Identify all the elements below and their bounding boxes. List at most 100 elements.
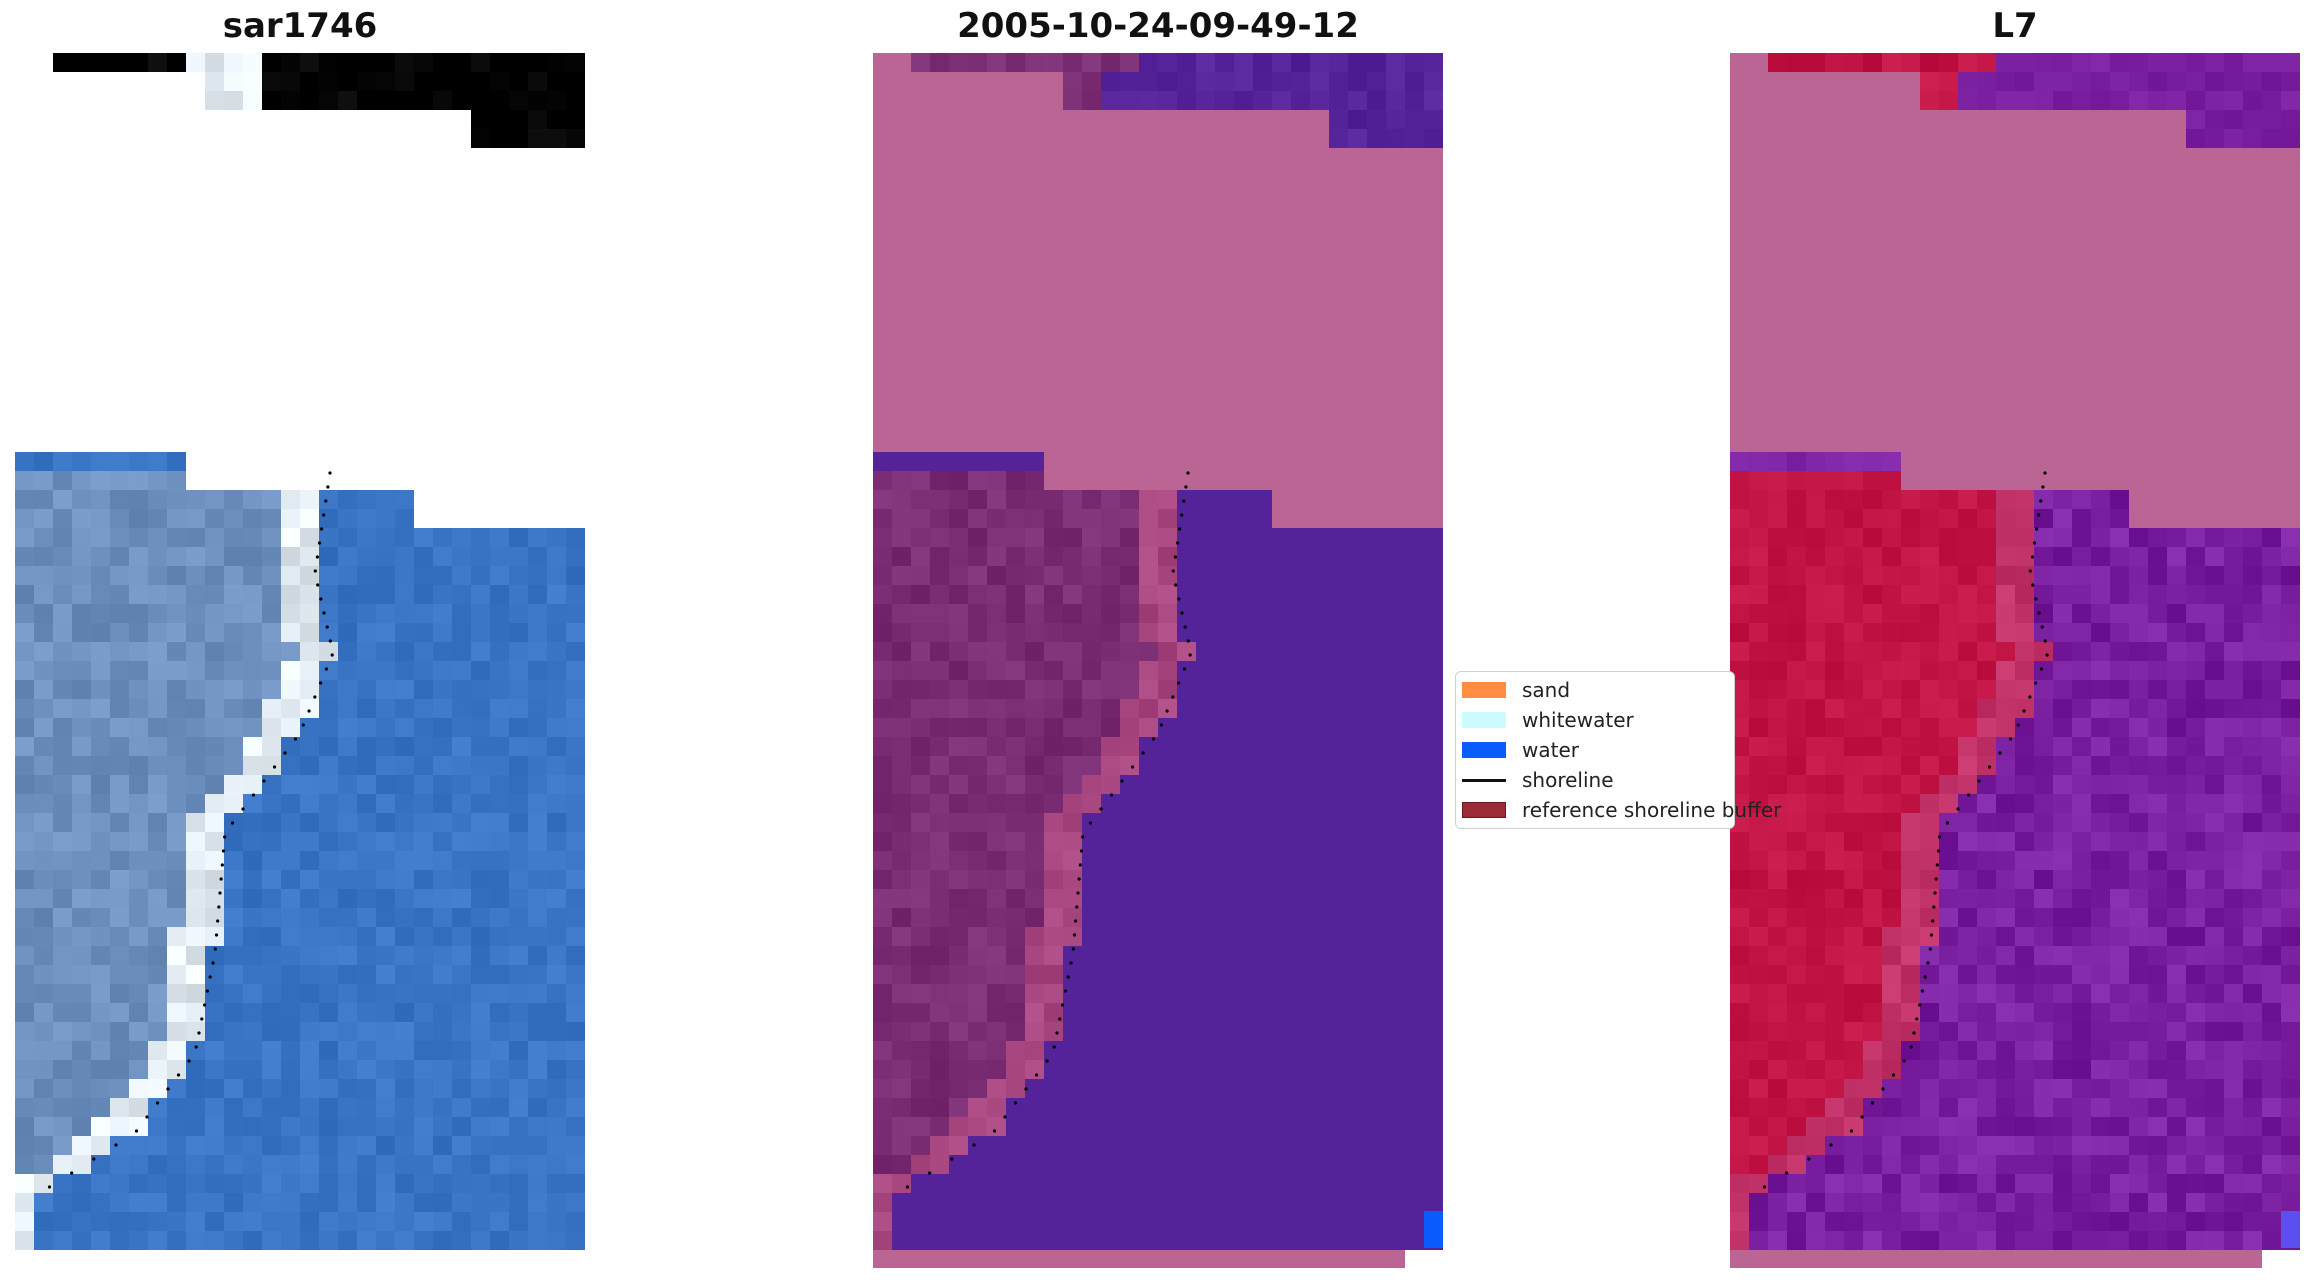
image-pixel xyxy=(2034,1231,2053,1250)
image-pixel xyxy=(1272,528,1291,547)
image-pixel xyxy=(1787,832,1806,851)
image-pixel xyxy=(243,91,262,110)
shoreline-point xyxy=(1171,695,1175,699)
image-pixel xyxy=(1386,1079,1405,1098)
image-pixel xyxy=(1806,908,1825,927)
image-pixel xyxy=(262,794,281,813)
image-pixel xyxy=(1939,718,1958,737)
image-pixel xyxy=(2148,927,2167,946)
image-pixel xyxy=(395,946,414,965)
image-pixel xyxy=(1977,53,1996,72)
image-pixel xyxy=(186,509,205,528)
image-pixel xyxy=(2053,699,2072,718)
image-pixel xyxy=(1996,1041,2015,1060)
image-pixel xyxy=(414,1060,433,1079)
image-pixel xyxy=(2281,1117,2300,1136)
image-pixel xyxy=(167,680,186,699)
image-pixel xyxy=(1272,699,1291,718)
image-pixel xyxy=(1825,623,1844,642)
image-pixel xyxy=(1882,889,1901,908)
image-pixel xyxy=(1806,1022,1825,1041)
image-pixel xyxy=(1291,1174,1310,1193)
image-pixel xyxy=(1901,490,1920,509)
image-pixel xyxy=(1787,927,1806,946)
image-pixel xyxy=(15,528,34,547)
image-pixel xyxy=(2281,908,2300,927)
image-pixel xyxy=(1158,1212,1177,1231)
image-pixel xyxy=(1844,832,1863,851)
image-pixel xyxy=(186,1003,205,1022)
image-pixel xyxy=(186,870,205,889)
image-pixel xyxy=(186,984,205,1003)
image-pixel xyxy=(471,1060,490,1079)
image-pixel xyxy=(53,661,72,680)
image-pixel xyxy=(911,775,930,794)
image-pixel xyxy=(1063,1136,1082,1155)
image-pixel xyxy=(968,490,987,509)
image-pixel xyxy=(1215,547,1234,566)
image-pixel xyxy=(1082,1155,1101,1174)
image-pixel xyxy=(1044,680,1063,699)
image-pixel xyxy=(2281,661,2300,680)
image-pixel xyxy=(1196,53,1215,72)
image-pixel xyxy=(15,452,34,471)
image-pixel xyxy=(2129,91,2148,110)
image-pixel xyxy=(53,794,72,813)
image-pixel xyxy=(1977,1117,1996,1136)
image-pixel xyxy=(528,1060,547,1079)
image-pixel xyxy=(2072,927,2091,946)
image-pixel xyxy=(1082,984,1101,1003)
image-pixel xyxy=(547,642,566,661)
image-pixel xyxy=(1139,509,1158,528)
image-pixel xyxy=(1329,984,1348,1003)
image-pixel xyxy=(566,566,585,585)
image-pixel xyxy=(1806,1193,1825,1212)
image-pixel xyxy=(547,699,566,718)
image-pixel xyxy=(1806,813,1825,832)
image-pixel xyxy=(1863,661,1882,680)
legend-label-shoreline: shoreline xyxy=(1522,768,1614,792)
image-pixel xyxy=(1977,775,1996,794)
image-pixel xyxy=(1424,1174,1443,1193)
image-pixel xyxy=(1006,1098,1025,1117)
image-pixel xyxy=(490,680,509,699)
image-pixel xyxy=(1730,1155,1749,1174)
image-pixel xyxy=(490,1041,509,1060)
image-pixel xyxy=(2281,680,2300,699)
image-pixel xyxy=(1177,794,1196,813)
image-pixel xyxy=(72,1136,91,1155)
image-pixel xyxy=(1787,699,1806,718)
image-pixel xyxy=(873,661,892,680)
image-pixel xyxy=(892,471,911,490)
image-pixel xyxy=(528,1079,547,1098)
image-pixel xyxy=(2129,718,2148,737)
image-pixel xyxy=(1958,832,1977,851)
image-pixel xyxy=(2262,72,2281,91)
image-pixel xyxy=(1863,642,1882,661)
image-pixel xyxy=(2034,870,2053,889)
image-pixel xyxy=(1386,110,1405,129)
image-pixel xyxy=(452,965,471,984)
image-pixel xyxy=(433,1174,452,1193)
image-pixel xyxy=(2186,1022,2205,1041)
image-pixel xyxy=(1006,1003,1025,1022)
image-pixel xyxy=(338,851,357,870)
image-pixel xyxy=(911,528,930,547)
shoreline-point xyxy=(1071,947,1075,951)
image-pixel xyxy=(1101,965,1120,984)
image-pixel xyxy=(1939,585,1958,604)
image-pixel xyxy=(1196,490,1215,509)
image-pixel xyxy=(1768,509,1787,528)
image-pixel xyxy=(930,1003,949,1022)
image-pixel xyxy=(91,1041,110,1060)
image-pixel xyxy=(376,870,395,889)
image-pixel xyxy=(2072,1136,2091,1155)
image-pixel xyxy=(205,870,224,889)
image-pixel xyxy=(1939,870,1958,889)
image-pixel xyxy=(547,946,566,965)
image-pixel xyxy=(1196,1117,1215,1136)
image-pixel xyxy=(167,661,186,680)
image-pixel xyxy=(1787,737,1806,756)
image-pixel xyxy=(1025,832,1044,851)
shoreline-point xyxy=(2032,541,2037,545)
